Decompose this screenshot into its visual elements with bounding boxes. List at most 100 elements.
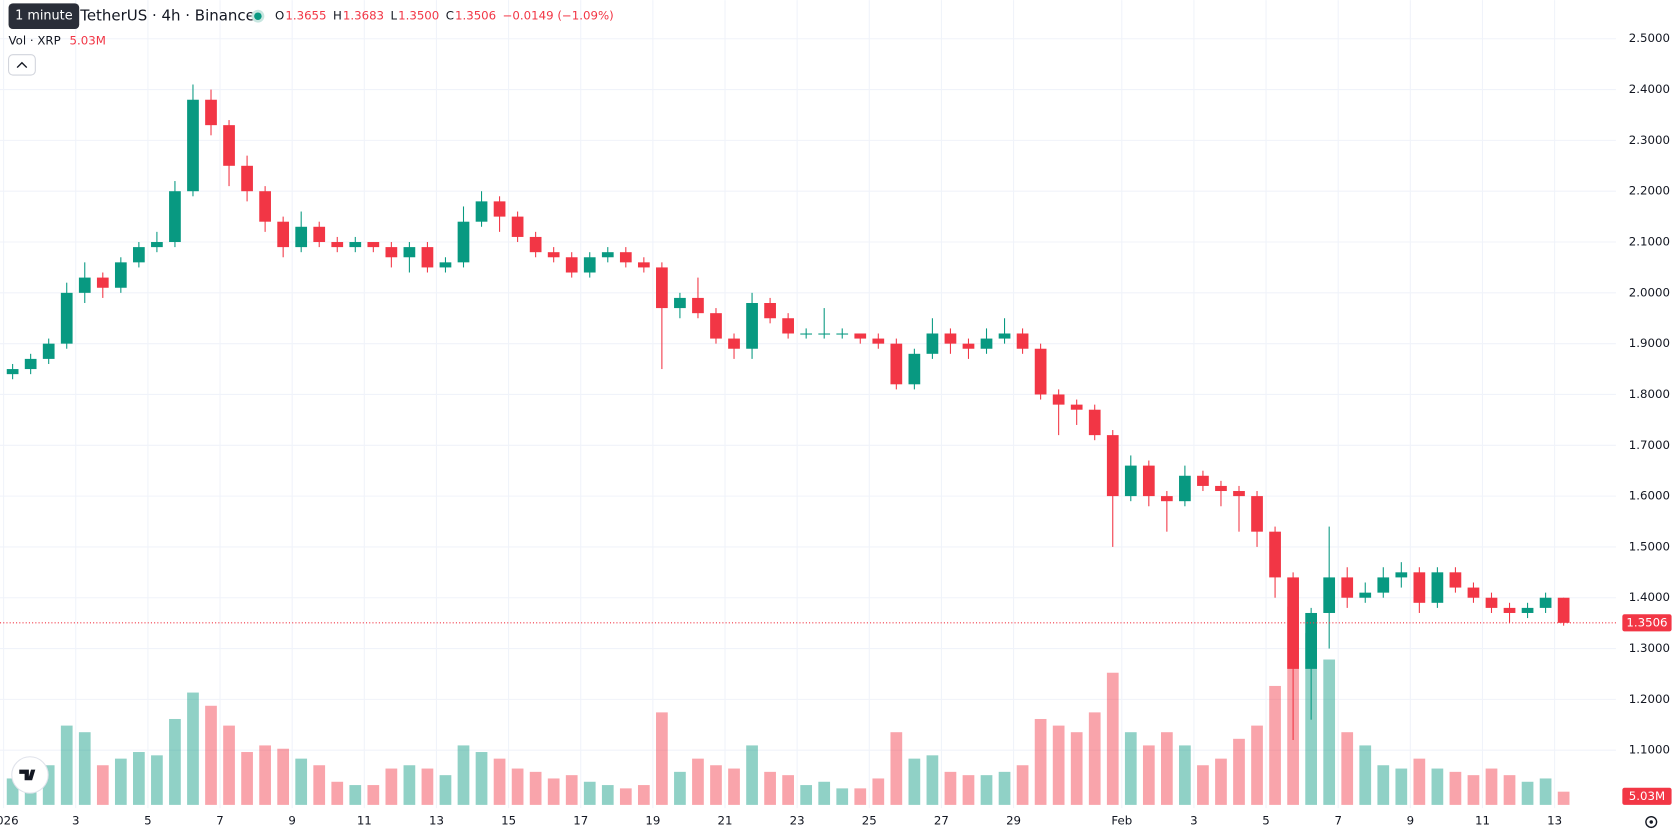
volume-bar [511,768,524,805]
volume-bar [259,745,271,805]
x-tick-label: 7 [1334,813,1342,827]
candle-body [78,277,91,293]
y-tick-label: 1.6000 [1629,489,1670,503]
candle-body [133,247,145,263]
collapse-button[interactable] [8,54,36,76]
x-tick-label: 2026 [0,813,19,827]
tooltip [8,3,80,30]
candle-body [710,313,722,339]
settings-icon[interactable] [1645,815,1658,829]
price-tag-label: 1.3506 [1626,615,1667,629]
candle-body [313,226,326,243]
y-tick-label: 1.3000 [1629,641,1670,655]
y-tick-label: 1.4000 [1629,590,1670,604]
x-tick-label: 23 [790,813,805,827]
candle-body [800,333,813,335]
volume-bar [1124,732,1137,805]
y-tick-label: 2.2000 [1629,184,1670,198]
volume-tag [1622,787,1672,805]
candle-body [6,369,19,375]
volume-bar [421,768,434,805]
volume-bar [547,778,560,805]
candle-body [1377,577,1390,593]
x-tick-label: 27 [934,813,949,827]
volume-label: Vol · XRP [9,33,61,47]
volume-bar [493,758,506,805]
candle-body [1341,577,1354,598]
x-tick-label: 11 [1475,813,1490,827]
x-tick-label: 13 [1547,813,1562,827]
volume-bar [962,775,975,805]
candle-body [1142,465,1155,497]
x-tick-label: 7 [216,813,224,827]
volume-bar [331,781,344,805]
x-tick-label: 17 [573,813,588,827]
volume-bar [1431,768,1444,805]
volume-bar [1395,768,1408,805]
candle-body [854,333,867,339]
candle-body [565,257,578,273]
y-tick-label: 2.3000 [1629,133,1670,147]
volume-bar [890,732,903,805]
volume-bar [151,755,163,805]
volume-bar [908,758,921,805]
logo-mark [19,769,36,781]
candle-body [674,297,686,309]
volume-bar [674,771,686,805]
volume-bar [1160,732,1173,805]
volume-bar [1142,745,1155,805]
volume-bar [728,768,740,805]
x-tick-label: 9 [288,813,296,827]
candle-body [511,216,524,237]
candle-body [1413,572,1426,603]
candle-body [926,333,939,354]
x-tick-label: 13 [429,813,444,827]
volume-bar [42,765,55,805]
price-tag [1622,614,1672,632]
candle-body [331,242,344,248]
volume-bar [710,765,722,805]
candle-body [349,242,362,248]
candle-body [205,99,217,126]
candle-body [1269,531,1281,578]
y-tick-label: 1.1000 [1629,743,1670,757]
candle-body [1016,333,1029,349]
volume-bar [277,748,290,805]
volume-bar [782,775,794,805]
candle-body [1485,597,1498,608]
candle-body [1539,597,1552,608]
volume-bar [1485,768,1498,805]
volume-bar [692,758,704,805]
candle-body [944,333,957,344]
volume-bar [565,775,578,805]
chart-title: TetherUS · 4h · Binance [79,7,255,25]
ohlc-key: H [333,9,342,23]
candle-body [169,191,181,243]
volume-bar [746,745,758,805]
candle-body [187,99,199,192]
x-tick-label: 25 [862,813,877,827]
volume-bar [1467,775,1480,805]
volume-bar [241,752,253,805]
candle-body [295,226,308,248]
candle-body [1359,592,1372,598]
candle-body [1052,394,1065,405]
volume-bar [529,771,542,805]
volume-bar [1377,765,1390,805]
candle-body [890,343,903,385]
candle-body [872,338,885,344]
candle-body [1233,491,1245,497]
volume-bar [295,758,308,805]
volume-bar [475,752,488,805]
x-tick-label: 29 [1006,813,1021,827]
volume-bar [169,718,181,805]
volume-bar [800,785,813,805]
volume-bar [980,775,993,805]
candle-body [1251,496,1263,532]
y-tick-label: 1.2000 [1629,692,1670,706]
settings-icon-center [1649,820,1653,824]
candle-body [1179,475,1191,502]
candle-body [547,252,560,258]
volume-bar [439,775,452,805]
